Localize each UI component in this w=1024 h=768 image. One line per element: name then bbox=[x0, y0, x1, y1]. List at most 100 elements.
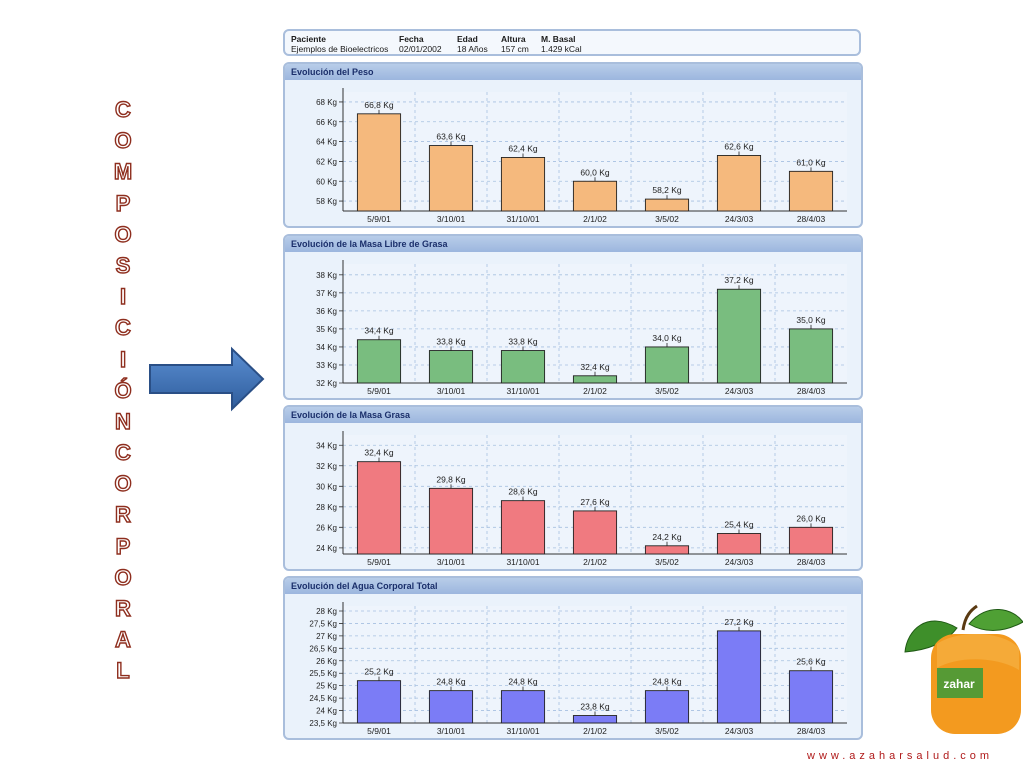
data-label: 60,0 Kg bbox=[580, 167, 610, 177]
bar bbox=[644, 690, 690, 724]
patient-header: Paciente bbox=[291, 34, 326, 44]
bar bbox=[788, 526, 834, 555]
x-tick-label: 2/1/02 bbox=[583, 726, 607, 736]
x-tick-label: 5/9/01 bbox=[367, 214, 391, 224]
y-tick-label: 33 Kg bbox=[316, 361, 337, 370]
x-tick-label: 3/10/01 bbox=[437, 386, 466, 396]
y-tick-label: 36 Kg bbox=[316, 307, 337, 316]
chart-panel-body-water: Evolución del Agua Corporal Total 23,5 K… bbox=[283, 576, 863, 740]
y-tick-label: 62 Kg bbox=[316, 157, 337, 166]
data-label: 24,2 Kg bbox=[652, 532, 682, 542]
bar bbox=[500, 690, 546, 724]
fat-mass-chart: 24 Kg 26 Kg 28 Kg 30 Kg 32 Kg 34 Kg 32,4 Kg 5/9… bbox=[316, 431, 847, 567]
x-tick-label: 3/5/02 bbox=[655, 386, 679, 396]
vertical-title-letter: P bbox=[115, 533, 131, 559]
patient-col-name: Paciente Ejemplos de Bioelectricos bbox=[291, 34, 388, 54]
bar bbox=[644, 346, 690, 384]
x-tick-label: 3/5/02 bbox=[655, 557, 679, 567]
bar bbox=[644, 198, 690, 212]
data-label: 32,4 Kg bbox=[364, 448, 394, 458]
x-tick-label: 31/10/01 bbox=[506, 386, 539, 396]
data-label: 66,8 Kg bbox=[364, 100, 394, 110]
vertical-title-letter: S bbox=[115, 252, 131, 278]
vertical-title-letter: P bbox=[115, 190, 131, 216]
x-tick-label: 3/5/02 bbox=[655, 726, 679, 736]
y-tick-label: 24 Kg bbox=[316, 707, 337, 716]
vertical-title-letter: L bbox=[116, 658, 131, 684]
x-tick-label: 24/3/03 bbox=[725, 557, 754, 567]
y-tick-label: 64 Kg bbox=[316, 138, 337, 147]
y-tick-label: 25,5 Kg bbox=[309, 669, 337, 678]
y-tick-label: 26 Kg bbox=[316, 523, 337, 532]
bar bbox=[500, 156, 546, 212]
data-label: 24,8 Kg bbox=[508, 677, 538, 687]
bar bbox=[716, 533, 762, 555]
data-label: 25,4 Kg bbox=[724, 519, 754, 529]
y-tick-label: 58 Kg bbox=[316, 197, 337, 206]
x-tick-label: 31/10/01 bbox=[506, 557, 539, 567]
y-tick-label: 24 Kg bbox=[316, 544, 337, 553]
x-tick-label: 3/10/01 bbox=[437, 726, 466, 736]
patient-info-panel: Paciente Ejemplos de Bioelectricos Fecha… bbox=[283, 29, 861, 56]
x-tick-label: 24/3/03 bbox=[725, 726, 754, 736]
data-label: 62,6 Kg bbox=[724, 141, 754, 151]
age-header: Edad bbox=[457, 34, 478, 44]
x-tick-label: 5/9/01 bbox=[367, 386, 391, 396]
patient-value: Ejemplos de Bioelectricos bbox=[291, 44, 389, 54]
data-label: 26,0 Kg bbox=[796, 513, 826, 523]
basal-header: M. Basal bbox=[541, 34, 576, 44]
data-label: 61,0 Kg bbox=[796, 157, 826, 167]
height-value: 157 cm bbox=[501, 44, 529, 54]
data-label: 35,0 Kg bbox=[796, 315, 826, 325]
vertical-title-letter: R bbox=[114, 595, 131, 621]
x-tick-label: 2/1/02 bbox=[583, 214, 607, 224]
bar bbox=[500, 350, 546, 384]
data-label: 33,8 Kg bbox=[436, 337, 466, 347]
vertical-title-letter: I bbox=[119, 346, 127, 372]
x-tick-label: 3/5/02 bbox=[655, 214, 679, 224]
vertical-title-letter: O bbox=[114, 471, 133, 497]
bar bbox=[428, 690, 474, 724]
vertical-title-letter: R bbox=[114, 502, 131, 528]
data-label: 25,6 Kg bbox=[796, 657, 826, 667]
chart-panel-weight: Evolución del Peso 58 Kg 60 Kg 62 Kg 64 Kg 6… bbox=[283, 62, 863, 228]
patient-col-height: Altura 157 cm bbox=[501, 34, 529, 54]
chart-title: Evolución de la Masa Grasa bbox=[285, 407, 861, 423]
y-tick-label: 32 Kg bbox=[316, 379, 337, 388]
y-tick-label: 30 Kg bbox=[316, 482, 337, 491]
data-label: 25,2 Kg bbox=[364, 667, 394, 677]
data-label: 63,6 Kg bbox=[436, 132, 466, 142]
x-tick-label: 5/9/01 bbox=[367, 557, 391, 567]
logo-text: zahar bbox=[943, 677, 975, 691]
x-tick-label: 28/4/03 bbox=[797, 386, 826, 396]
bar bbox=[356, 339, 402, 384]
chart-panel-fat-mass: Evolución de la Masa Grasa 24 Kg 26 Kg 28 … bbox=[283, 405, 863, 571]
bar bbox=[644, 545, 690, 555]
y-tick-label: 28 Kg bbox=[316, 607, 337, 616]
y-tick-label: 34 Kg bbox=[316, 441, 337, 450]
data-label: 33,8 Kg bbox=[508, 337, 538, 347]
bar bbox=[788, 670, 834, 724]
vertical-title-letter: O bbox=[114, 127, 133, 154]
y-tick-label: 38 Kg bbox=[316, 271, 337, 280]
y-tick-label: 37 Kg bbox=[316, 289, 337, 298]
chart-title: Evolución del Agua Corporal Total bbox=[285, 578, 861, 594]
orange-logo: zahar bbox=[904, 604, 1023, 734]
data-label: 34,0 Kg bbox=[652, 333, 682, 343]
data-label: 23,8 Kg bbox=[580, 702, 610, 712]
bar bbox=[428, 145, 474, 212]
weight-chart: 58 Kg 60 Kg 62 Kg 64 Kg 66 Kg 68 Kg 66,8 Kg 5/9… bbox=[316, 88, 847, 224]
footer-url[interactable]: www.azaharsalud.com bbox=[807, 750, 994, 762]
bar bbox=[716, 288, 762, 384]
basal-value: 1.429 kCal bbox=[541, 44, 582, 54]
x-tick-label: 2/1/02 bbox=[583, 557, 607, 567]
y-tick-label: 23,5 Kg bbox=[309, 719, 337, 728]
bar bbox=[572, 180, 618, 212]
bar bbox=[788, 328, 834, 384]
vertical-title-letter: M bbox=[113, 159, 133, 185]
vertical-title-letter: I bbox=[119, 283, 127, 310]
data-label: 58,2 Kg bbox=[652, 185, 682, 195]
body-water-chart: 23,5 Kg 24 Kg 24,5 Kg 25 Kg 25,5 Kg 26 Kg 26,5… bbox=[309, 602, 847, 736]
vertical-title-letter: C bbox=[114, 96, 131, 122]
